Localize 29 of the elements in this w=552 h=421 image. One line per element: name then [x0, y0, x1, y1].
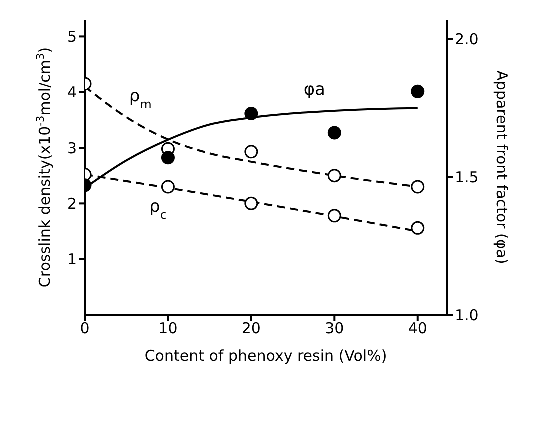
x-tick-label: 30	[325, 320, 344, 338]
point	[328, 126, 342, 140]
x-tick-label: 0	[80, 320, 90, 338]
point	[161, 180, 175, 194]
x-tick-label: 40	[408, 320, 428, 338]
y2-tick-label: 1.0	[455, 306, 479, 324]
point	[244, 196, 258, 210]
series-label: ρ$_{m}$	[129, 86, 152, 112]
point	[244, 145, 258, 159]
series-label: ρ$_{c}$	[150, 197, 167, 222]
point	[411, 180, 425, 194]
y2-tick-label: 1.5	[455, 168, 479, 186]
y-tick-label: 1	[67, 250, 77, 269]
point	[411, 84, 425, 98]
point	[244, 106, 258, 120]
y-tick-label: 2	[67, 195, 77, 214]
x-axis-title: Content of phenoxy resin (Vol%)	[144, 347, 388, 365]
point	[328, 169, 342, 183]
point	[161, 151, 175, 165]
y-tick-label: 3	[67, 139, 77, 158]
x-tick-label: 10	[158, 320, 178, 338]
x-tick-label: 20	[242, 320, 261, 338]
point	[328, 209, 342, 223]
y-tick-label: 4	[67, 84, 77, 102]
series-label: φa	[304, 80, 326, 100]
y-tick-label: 5	[67, 28, 77, 46]
point	[411, 221, 425, 235]
y2-axis-title: Apparent front factor (φa)	[493, 70, 511, 264]
y2-tick-label: 2.0	[455, 30, 479, 49]
